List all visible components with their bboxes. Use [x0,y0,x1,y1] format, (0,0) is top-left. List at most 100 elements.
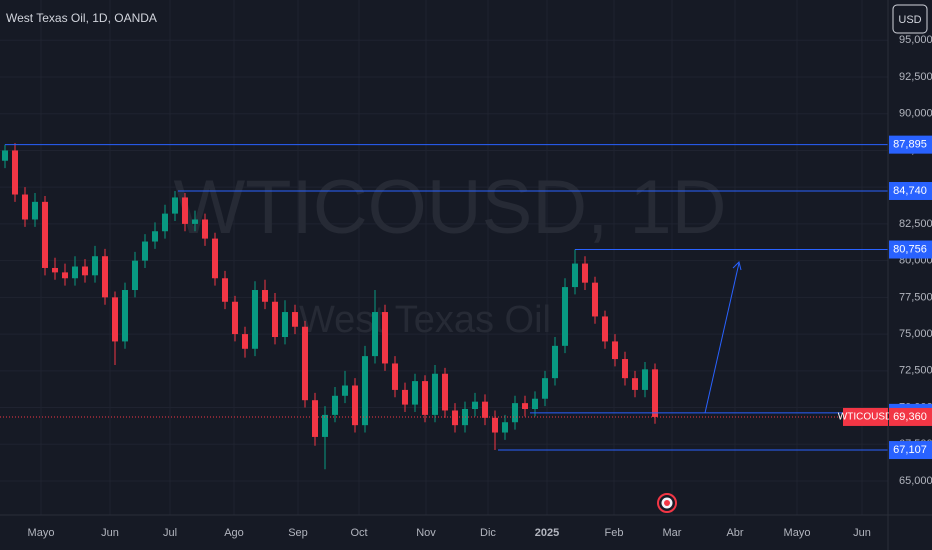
arrow-head [732,261,742,271]
x-tick-label: Abr [726,527,743,539]
y-tick-label: 65,000 [899,475,932,487]
candle-body [532,398,538,410]
candle-body [12,150,18,195]
candle-body [262,290,268,302]
candle-body [112,297,118,342]
candle-body [362,356,368,426]
candle-body [332,395,338,415]
watermark-sub: West Texas Oil [299,299,551,341]
candle-body [322,414,328,437]
candle-body [652,369,658,417]
last-price-name-badge [843,407,888,426]
candle-body [32,201,38,220]
candle-body [102,256,108,298]
candle-body [392,363,398,390]
candle-body [482,401,488,418]
candle-body [62,272,68,279]
candle-body [22,194,28,220]
y-tick-label: 95,000 [899,34,932,46]
candle-body [632,378,638,390]
candle-body [422,381,428,415]
candle-body [592,282,598,317]
candle-body [242,334,248,349]
x-tick-label: Dic [480,527,496,539]
event-icon [657,493,677,513]
candle-body [382,312,388,364]
x-tick-label: 2025 [535,527,559,539]
level-badge [889,181,932,200]
candle-body [272,301,278,338]
candle-body [172,197,178,214]
candle-body [372,312,378,357]
candle-body [202,219,208,239]
last-price-name: WTICOUSD [838,412,892,423]
x-tick-label: Feb [605,527,624,539]
y-tick-label: 77,500 [899,291,932,303]
chart-title: West Texas Oil, 1D, OANDA [6,11,157,25]
candle-body [442,373,448,411]
candle-body [492,417,498,433]
x-tick-label: Nov [416,527,436,539]
candle-body [312,400,318,437]
candle-body [432,373,438,415]
candle-body [622,359,628,379]
candle-body [92,256,98,276]
candle-body [72,266,78,279]
candle-body [152,231,158,242]
x-tick-label: Oct [350,527,367,539]
candle-body [222,278,228,302]
y-tick-label: 82,500 [899,218,932,230]
x-tick-label: Mar [663,527,682,539]
level-badge [889,135,932,154]
x-tick-label: Jun [853,527,871,539]
x-tick-label: Ago [224,527,244,539]
candle-body [182,197,188,224]
candle-body [342,385,348,396]
watermark: WTICOUSD, 1D [173,165,726,250]
y-tick-label: 90,000 [899,108,932,120]
last-price-label: 69,360 [893,411,927,423]
candle-body [142,241,148,261]
last-price-badge [889,407,932,426]
currency-label[interactable]: USD [898,14,921,26]
arrow-line [704,262,740,414]
candle-body [562,287,568,346]
y-tick-label: 75,000 [899,328,932,340]
x-tick-label: Jul [163,527,177,539]
candle-body [502,422,508,433]
candle-body [522,403,528,410]
y-tick-label: 72,500 [899,365,932,377]
candle-body [552,345,558,379]
candle-body [162,213,168,232]
x-tick-label: Mayo [784,527,811,539]
candle-body [452,410,458,426]
y-tick-label: 92,500 [899,71,932,83]
candle-body [602,316,608,342]
candle-body [542,378,548,399]
candle-body [642,369,648,390]
candle-body [472,401,478,410]
candle-body [572,263,578,288]
candle-body [122,290,128,342]
x-tick-label: Sep [288,527,308,539]
candle-body [252,290,258,349]
candle-body [412,381,418,405]
level-badge [889,441,932,460]
candle-body [132,260,138,291]
candle-body [232,301,238,335]
candle-body [302,326,308,401]
x-tick-label: Jun [101,527,119,539]
level-label: 67,107 [893,444,927,456]
candle-body [282,312,288,338]
currency-button[interactable] [892,4,928,34]
candle-body [582,263,588,283]
level-badge [889,240,932,259]
candle-body [292,312,298,327]
candle-body [612,341,618,360]
candle-body [512,403,518,423]
level-label: 87,895 [893,139,927,151]
candle-body [212,238,218,279]
candle-body [42,201,48,268]
